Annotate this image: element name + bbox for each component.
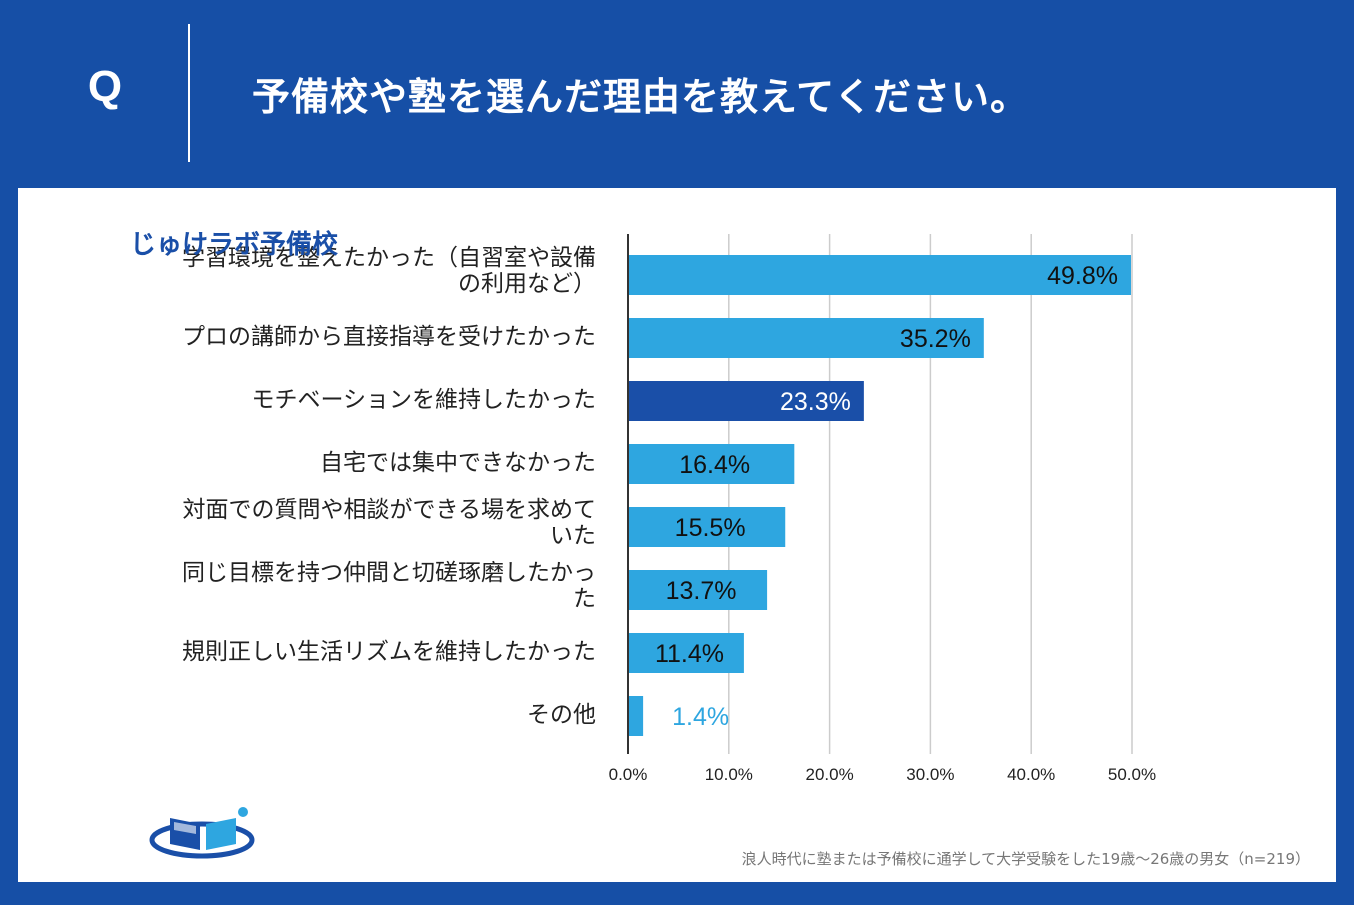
survey-footnote: 浪人時代に塾または予備校に通学して大学受験をした19歳～26歳の男女（n=219… — [741, 850, 1310, 868]
category-label-line: 自宅では集中できなかった — [320, 450, 596, 476]
x-tick-label: 0.0% — [609, 765, 648, 784]
bar — [629, 507, 786, 547]
bar — [629, 381, 864, 421]
bar — [629, 255, 1131, 295]
x-tick-label: 20.0% — [805, 765, 853, 784]
category-label-line: モチベーションを維持したかった — [251, 387, 596, 413]
category-label-line: いた — [550, 523, 596, 549]
brand-name: じゅけラボ予備校 — [130, 230, 339, 260]
category-label-line: 同じ目標を持つ仲間と切磋琢磨したかっ — [182, 560, 596, 586]
category-label-line: の利用など） — [458, 271, 596, 297]
bar-value-label: 13.7% — [666, 577, 737, 605]
category-label-line: 学習環境を整えたかった（自習室や設備 — [182, 245, 596, 271]
category-label: その他 — [106, 702, 596, 728]
category-label: モチベーションを維持したかった — [106, 387, 596, 413]
question-marker: Q — [87, 62, 123, 111]
question-title: 予備校や塾を選んだ理由を教えてください。 — [252, 75, 1029, 119]
x-tick-label: 10.0% — [705, 765, 753, 784]
bar-value-label: 49.8% — [1047, 262, 1118, 290]
bar-value-label: 11.4% — [655, 640, 724, 668]
book-logo-icon — [149, 807, 255, 859]
bar-value-label: 1.4% — [672, 703, 729, 731]
bar — [629, 633, 744, 673]
category-label-line: その他 — [527, 702, 596, 728]
category-label: プロの講師から直接指導を受けたかった — [106, 324, 596, 350]
bar-value-label: 23.3% — [780, 388, 851, 416]
bar — [629, 570, 768, 610]
bar-chart: 0.0% 10.0% 20.0% 30.0% 40.0% 50.0% 49.8% 35.2% 2… — [609, 234, 1156, 784]
category-label-line: た — [573, 586, 596, 612]
category-label-line: プロの講師から直接指導を受けたかった — [182, 324, 596, 350]
header-divider — [188, 24, 190, 162]
x-tick-label: 40.0% — [1007, 765, 1055, 784]
chart-panel: 学習環境を整えたかった（自習室や設備 の利用など） プロの講師から直接指導を受けたか… — [18, 188, 1336, 882]
bar — [629, 444, 795, 484]
bar-value-label: 15.5% — [675, 514, 746, 542]
category-label-line: 対面での質問や相談ができる場を求めて — [182, 497, 596, 523]
bar-value-label: 35.2% — [900, 325, 971, 353]
bar — [629, 696, 644, 736]
category-label: 対面での質問や相談ができる場を求めて いた — [106, 497, 596, 549]
category-label: 学習環境を整えたかった（自習室や設備 の利用など） — [106, 245, 596, 297]
x-tick-label: 50.0% — [1108, 765, 1156, 784]
category-label: 同じ目標を持つ仲間と切磋琢磨したかった — [106, 560, 596, 612]
category-label: 規則正しい生活リズムを維持したかった — [106, 639, 596, 665]
category-label: 自宅では集中できなかった — [106, 450, 596, 476]
category-label-line: 規則正しい生活リズムを維持したかった — [182, 639, 596, 665]
bar-value-label: 16.4% — [679, 451, 750, 479]
bar — [629, 318, 984, 358]
x-tick-label: 30.0% — [906, 765, 954, 784]
